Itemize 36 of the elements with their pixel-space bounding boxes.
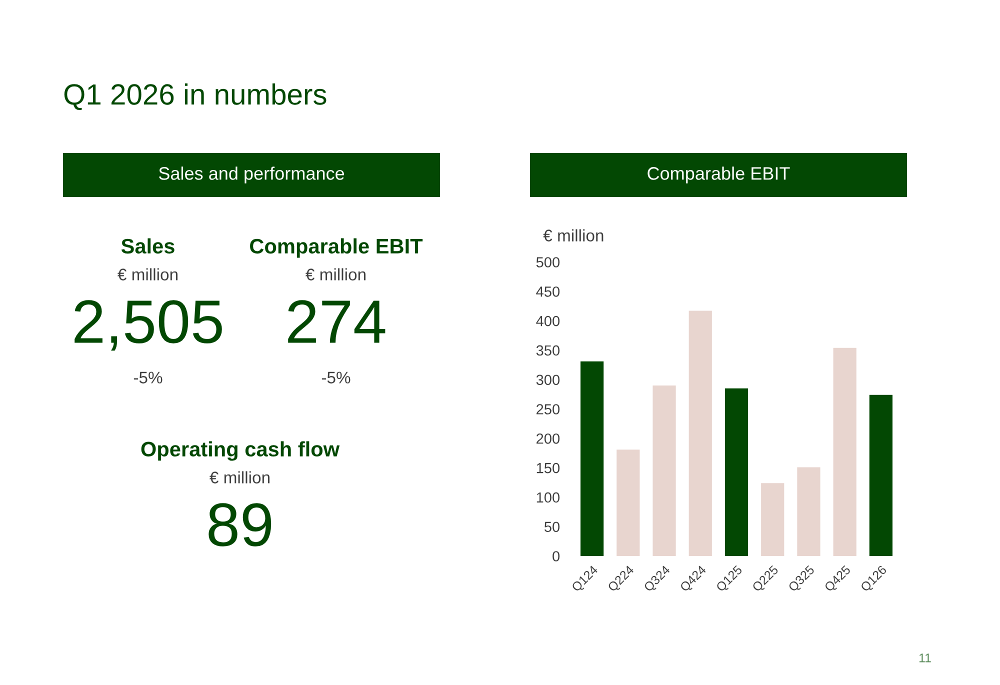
y-tick-label: 150 — [536, 462, 560, 474]
chart-title: Comparable EBIT — [648, 166, 790, 184]
bar — [869, 394, 892, 556]
y-tick-label: 450 — [536, 286, 560, 297]
y-tick-label: 300 — [536, 374, 560, 386]
text: Sales and performance — [158, 166, 344, 184]
text: Q1 2026 in numbers — [64, 83, 326, 110]
text: 11 — [919, 654, 931, 662]
bar — [616, 450, 640, 556]
category-label: Sales — [121, 238, 174, 254]
y-tick-label: 0 — [552, 551, 560, 562]
bar — [761, 483, 784, 556]
text: € million — [118, 268, 178, 280]
y-tick-label: 350 — [536, 345, 560, 356]
bar — [652, 385, 676, 556]
y-tick-label: 200 — [536, 434, 560, 444]
bar — [833, 348, 856, 556]
category-label: Operating cash flow — [141, 441, 340, 461]
y-tick-label: 100 — [536, 492, 560, 503]
text: -5% — [134, 372, 162, 384]
bar — [724, 388, 748, 556]
bar — [797, 467, 820, 556]
y-tick-label: 500 — [536, 257, 560, 268]
text: -5% — [322, 372, 350, 384]
y-tick-label: 400 — [536, 316, 560, 326]
text: € million — [210, 471, 270, 484]
data-label: 2,505 — [74, 300, 222, 351]
y-axis-title: € million — [543, 229, 604, 242]
data-label: 89 — [208, 503, 272, 546]
data-label: 274 — [288, 300, 386, 343]
bar — [688, 310, 712, 556]
text: € million — [306, 268, 366, 280]
bar — [580, 361, 604, 556]
y-tick-label: 250 — [536, 404, 560, 414]
y-tick-label: 50 — [544, 522, 560, 532]
category-label: Comparable EBIT — [250, 238, 423, 258]
